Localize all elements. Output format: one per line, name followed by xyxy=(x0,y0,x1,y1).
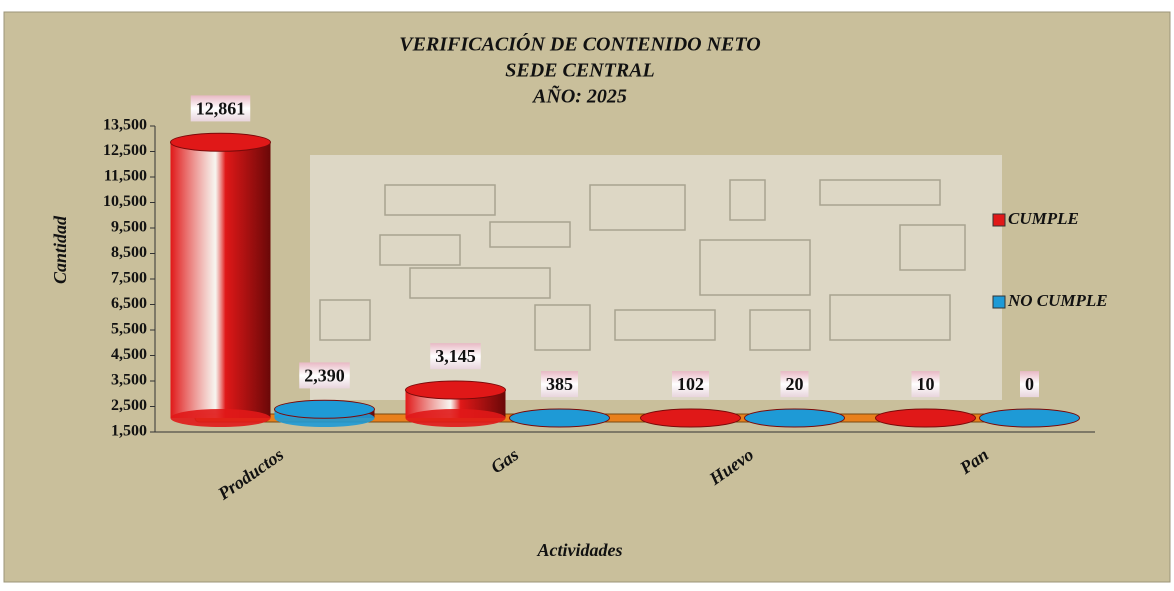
value-label: 12,861 xyxy=(196,98,246,118)
legend-swatch xyxy=(993,296,1005,308)
y-tick-label: 12,500 xyxy=(103,142,147,159)
legend-swatch xyxy=(993,214,1005,226)
y-tick-label: 2,500 xyxy=(111,397,147,414)
legend-label: NO CUMPLE xyxy=(1007,291,1108,310)
y-tick-label: 1,500 xyxy=(111,423,147,440)
chart-year: AÑO: 2025 xyxy=(531,85,627,108)
y-tick-label: 3,500 xyxy=(111,372,147,389)
y-axis-title: Cantidad xyxy=(50,215,70,284)
y-tick-label: 7,500 xyxy=(111,270,147,287)
y-tick-label: 9,500 xyxy=(111,219,147,236)
legend-label: CUMPLE xyxy=(1008,209,1079,228)
chart: VERIFICACIÓN DE CONTENIDO NETO SEDE CENT… xyxy=(0,0,1174,586)
chart-subtitle: SEDE CENTRAL xyxy=(505,60,654,82)
y-tick-label: 11,500 xyxy=(104,168,147,185)
bar-top xyxy=(745,409,845,427)
value-label: 2,390 xyxy=(304,365,345,385)
y-tick-label: 5,500 xyxy=(111,321,147,338)
y-tick-label: 6,500 xyxy=(111,295,147,312)
y-tick-label: 13,500 xyxy=(103,117,147,134)
bar-top xyxy=(641,409,741,427)
bar-top xyxy=(275,400,375,418)
value-label: 3,145 xyxy=(435,346,476,366)
chart-title: VERIFICACIÓN DE CONTENIDO NETO xyxy=(399,32,760,56)
bar-base xyxy=(406,409,506,427)
y-tick-label: 10,500 xyxy=(103,193,147,210)
bar-top xyxy=(510,409,610,427)
bar-top xyxy=(406,381,506,399)
bar-top xyxy=(980,409,1080,427)
bar-top xyxy=(876,409,976,427)
value-label: 385 xyxy=(546,374,573,394)
x-axis-title: Actividades xyxy=(537,540,623,560)
value-label: 0 xyxy=(1025,374,1034,394)
background-picture xyxy=(310,155,1002,400)
bar-top xyxy=(171,133,271,151)
value-label: 20 xyxy=(786,374,804,394)
y-tick-label: 4,500 xyxy=(111,346,147,363)
value-label: 102 xyxy=(677,374,704,394)
bar xyxy=(171,142,271,418)
value-label: 10 xyxy=(917,374,935,394)
y-tick-label: 8,500 xyxy=(111,244,147,261)
bar-base xyxy=(171,409,271,427)
